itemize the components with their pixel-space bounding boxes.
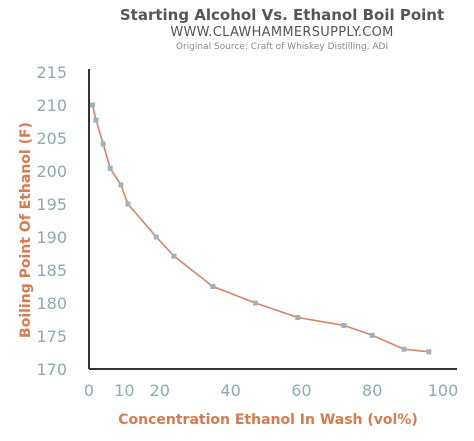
y-tick-label: 195 (36, 195, 67, 214)
y-tick-label: 210 (36, 96, 67, 115)
data-point (93, 117, 99, 123)
series-line (91, 104, 429, 353)
y-tick-labels: 170 175 180 185 190 195 200 205 210 215 (36, 63, 67, 379)
data-point (252, 300, 258, 306)
x-tick-label: 100 (428, 381, 459, 400)
x-axis-title: Concentration Ethanol In Wash (vol%) (118, 412, 418, 428)
data-point (426, 349, 432, 355)
data-point (125, 201, 131, 207)
data-point (107, 165, 113, 171)
y-tick-label: 185 (36, 261, 67, 280)
y-tick-label: 190 (36, 228, 67, 247)
x-tick-label: 0 (84, 381, 94, 400)
y-tick-label: 180 (36, 294, 67, 313)
data-point (100, 141, 106, 147)
y-tick-label: 205 (36, 129, 67, 148)
x-tick-label: 60 (291, 381, 311, 400)
chart-subtitle: WWW.CLAWHAMMERSUPPLY.COM (170, 25, 394, 40)
chart-header: Starting Alcohol Vs. Ethanol Boil Point … (90, 6, 474, 53)
data-point (153, 234, 159, 240)
data-point (295, 315, 301, 321)
chart-title: Starting Alcohol Vs. Ethanol Boil Point (119, 6, 445, 24)
x-tick-label: 20 (150, 381, 170, 400)
y-tick-label: 170 (36, 360, 67, 379)
y-tick-label: 200 (36, 162, 67, 181)
data-point (118, 182, 124, 188)
y-axis-title: Boiling Point Of Ethanol (F) (18, 122, 34, 338)
x-tick-label: 80 (362, 381, 382, 400)
data-point (90, 102, 96, 108)
data-point (341, 322, 347, 328)
axes (88, 69, 457, 370)
data-point (401, 346, 407, 352)
data-point (171, 253, 177, 259)
x-tick-label: 10 (114, 381, 134, 400)
data-point (210, 284, 216, 289)
x-tick-labels: 0 10 20 40 60 80 100 (84, 381, 458, 400)
y-tick-label: 215 (36, 63, 67, 82)
data-series (90, 102, 432, 355)
x-tick-label: 40 (220, 381, 240, 400)
chart-source: Original Source: Craft of Whiskey Distil… (175, 42, 389, 52)
y-tick-label: 175 (36, 327, 67, 346)
data-point (369, 332, 375, 338)
